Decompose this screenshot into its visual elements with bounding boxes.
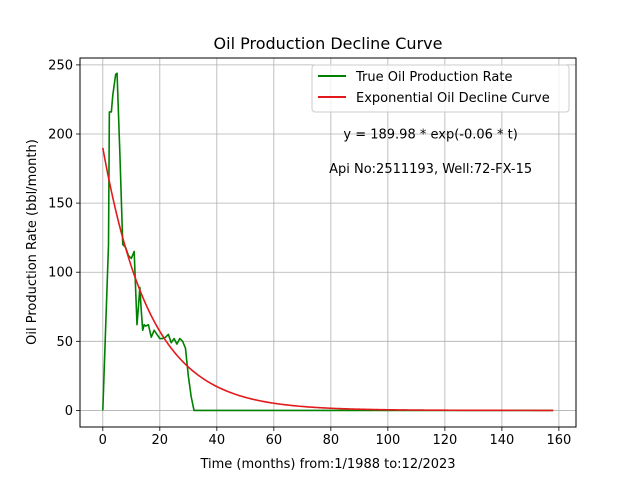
y-tick-label: 0 (65, 404, 73, 419)
series-layer (102, 72, 554, 412)
x-tick-label: 60 (266, 433, 283, 448)
ticks: 0 20 40 60 80 100 120 140 160 0 50 100 150 200 250 (48, 58, 571, 448)
chart-title: Oil Production Decline Curve (214, 34, 443, 53)
legend-label-decline-curve: Exponential Oil Decline Curve (356, 91, 550, 106)
series-true-production-line (102, 72, 554, 412)
x-tick-label: 0 (99, 433, 107, 448)
x-tick-label: 160 (546, 433, 571, 448)
y-tick-label: 200 (48, 128, 73, 143)
plot-frame (79, 57, 577, 428)
y-tick-label: 50 (56, 335, 73, 350)
annotation-text: Api No:2511193, Well:72-FX-15 (329, 162, 532, 177)
annotation-text: y = 189.98 * exp(-0.06 * t) (343, 128, 517, 143)
x-tick-label: 40 (209, 433, 226, 448)
x-tick-label: 20 (152, 433, 169, 448)
y-axis-label: Oil Production Rate (bbl/month) (25, 139, 40, 345)
legend: True Oil Production Rate Exponential Oil… (311, 64, 570, 113)
y-tick-label: 250 (48, 58, 73, 73)
x-tick-label: 100 (375, 433, 400, 448)
x-tick-label: 80 (323, 433, 340, 448)
series-exponential-decline-line (102, 147, 554, 412)
x-tick-label: 120 (432, 433, 457, 448)
annotations: y = 189.98 * exp(-0.06 * t) Api No:251119… (329, 128, 532, 178)
y-tick-label: 150 (48, 197, 73, 212)
legend-label-true-rate: True Oil Production Rate (355, 70, 512, 85)
y-tick-label: 100 (48, 266, 73, 281)
legend-box (311, 64, 570, 113)
x-tick-label: 140 (489, 433, 514, 448)
x-axis-label: Time (months) from:1/1988 to:12/2023 (199, 457, 455, 472)
